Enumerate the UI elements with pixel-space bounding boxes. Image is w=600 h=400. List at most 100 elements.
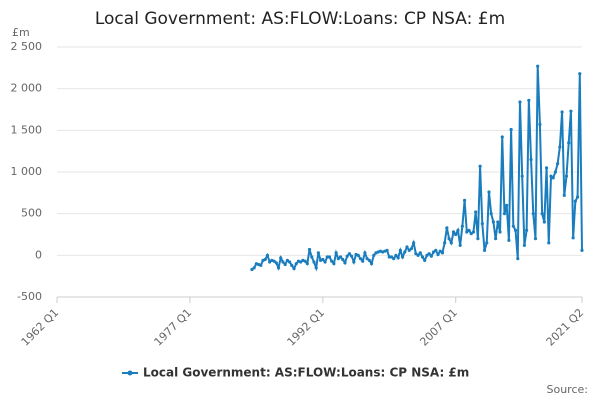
point (525, 228, 529, 232)
point (456, 228, 460, 232)
point (394, 253, 398, 257)
point (365, 257, 369, 261)
y-tick-label: 2 500 (11, 40, 43, 53)
point (347, 252, 352, 256)
point (438, 249, 442, 253)
point (529, 157, 533, 162)
point (500, 135, 504, 139)
point (307, 247, 312, 252)
point (556, 162, 560, 166)
point (409, 247, 414, 251)
point (443, 241, 447, 245)
point (549, 174, 553, 178)
point (407, 248, 411, 252)
point (412, 241, 416, 245)
point (332, 262, 336, 266)
point (312, 260, 316, 264)
point (449, 241, 453, 245)
point (454, 232, 458, 237)
point (272, 259, 276, 263)
point (520, 174, 524, 178)
point (425, 253, 429, 257)
source: Source: (547, 383, 589, 396)
point (482, 248, 487, 252)
y-tick-label: 1 000 (11, 165, 43, 178)
point (287, 260, 292, 264)
point (522, 243, 527, 247)
point (564, 174, 569, 178)
point (533, 237, 538, 241)
point (352, 260, 356, 264)
point (345, 254, 349, 258)
line (251, 66, 583, 272)
point (469, 232, 473, 236)
point (511, 224, 515, 228)
y-tick-label: -500 (17, 290, 42, 303)
point (334, 251, 338, 255)
point (330, 259, 334, 263)
point (507, 238, 511, 242)
legend-label: Local Government: AS:FLOW:Loans: CP NSA:… (143, 366, 469, 380)
point (259, 263, 263, 267)
point (567, 141, 571, 145)
point (431, 250, 436, 254)
x-tick-label: 1962 Q1 (19, 306, 62, 349)
point (487, 190, 491, 194)
point (553, 170, 558, 174)
point (558, 145, 562, 149)
point (323, 260, 327, 264)
point (314, 266, 318, 270)
point (281, 260, 285, 264)
point (294, 262, 298, 266)
point (465, 230, 469, 234)
point (416, 253, 420, 257)
point (336, 257, 340, 261)
point (385, 248, 389, 252)
point (285, 258, 289, 262)
point (429, 254, 433, 258)
y-axis-label: £m (12, 26, 30, 39)
point (531, 212, 535, 216)
point (400, 255, 405, 259)
point (476, 237, 480, 241)
point (358, 257, 363, 261)
point (544, 166, 549, 170)
point (440, 251, 445, 255)
point (356, 253, 360, 257)
point (462, 198, 467, 202)
point (485, 241, 489, 245)
point (279, 256, 283, 260)
point (494, 237, 498, 241)
point (299, 260, 303, 264)
point (252, 266, 256, 270)
point (509, 127, 513, 132)
y-tick-label: 2 000 (11, 82, 43, 95)
point (480, 222, 484, 226)
point (263, 257, 267, 262)
point (569, 109, 573, 113)
point (527, 98, 531, 102)
point (414, 252, 418, 256)
point (513, 228, 518, 232)
point (423, 258, 427, 262)
x-tick-label: 1977 Q1 (152, 306, 195, 349)
point (372, 253, 376, 257)
point (496, 220, 500, 224)
point (420, 255, 425, 259)
point (491, 220, 495, 224)
point (478, 164, 482, 168)
point (471, 230, 476, 234)
point (403, 250, 407, 254)
x-tick-label: 2021 Q2 (544, 306, 587, 349)
y-tick-label: 500 (21, 207, 42, 220)
point (445, 226, 449, 230)
point (460, 224, 464, 228)
point (341, 257, 345, 262)
point (562, 193, 566, 197)
point (316, 251, 320, 255)
point (310, 255, 314, 259)
point (367, 258, 371, 262)
point (325, 255, 329, 259)
point (542, 220, 546, 224)
